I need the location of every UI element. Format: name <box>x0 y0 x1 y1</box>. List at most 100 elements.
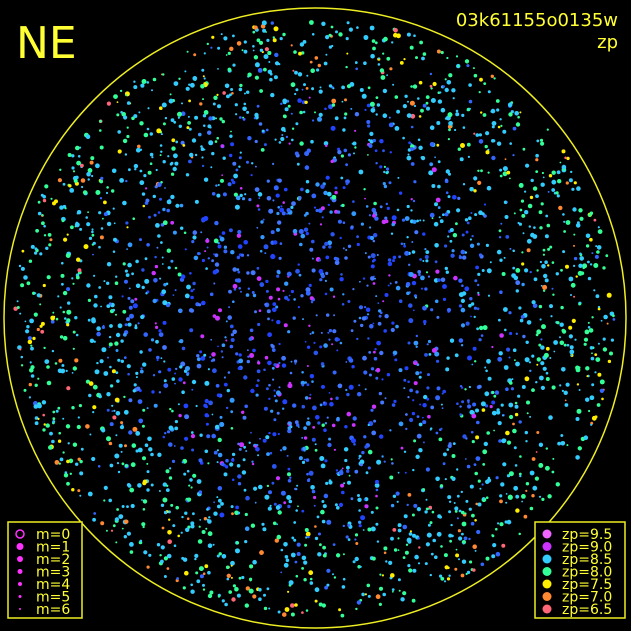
star <box>543 273 548 279</box>
star <box>402 556 406 559</box>
star <box>351 438 356 444</box>
star <box>334 503 338 507</box>
star <box>142 204 146 208</box>
star <box>300 294 304 298</box>
star <box>87 211 89 214</box>
star <box>266 309 271 314</box>
star <box>28 259 33 263</box>
star <box>301 460 306 464</box>
star <box>119 178 124 183</box>
star <box>238 358 244 364</box>
star <box>472 544 478 549</box>
star <box>258 484 263 490</box>
star <box>239 187 243 190</box>
star <box>573 233 576 236</box>
star <box>529 415 532 418</box>
star <box>258 587 262 592</box>
star <box>157 211 161 214</box>
star <box>279 242 283 245</box>
zp-marker <box>542 579 552 589</box>
star <box>422 420 427 425</box>
star <box>406 291 410 296</box>
star <box>407 100 409 103</box>
star <box>203 403 208 408</box>
star <box>75 333 79 337</box>
star <box>424 287 428 291</box>
star <box>454 567 458 571</box>
star <box>401 218 406 222</box>
star <box>138 418 143 424</box>
star <box>504 215 509 219</box>
star <box>372 322 375 325</box>
star <box>386 373 391 377</box>
star <box>123 115 128 120</box>
star <box>429 125 435 130</box>
star <box>217 486 222 491</box>
star <box>297 306 300 309</box>
star <box>514 359 516 362</box>
star <box>403 244 406 248</box>
star <box>447 443 452 449</box>
star <box>408 532 413 536</box>
star <box>89 338 95 343</box>
star <box>292 403 297 408</box>
star <box>393 32 398 38</box>
star <box>460 323 466 328</box>
star <box>96 331 101 337</box>
star <box>522 147 526 151</box>
star <box>385 167 390 171</box>
star <box>398 368 403 373</box>
star <box>243 240 248 245</box>
star <box>172 294 175 296</box>
star <box>66 323 70 327</box>
star <box>363 435 367 439</box>
star <box>551 287 554 290</box>
star <box>142 456 146 461</box>
star <box>342 128 346 132</box>
star <box>144 278 150 284</box>
star <box>168 425 174 431</box>
star <box>276 523 278 526</box>
star <box>425 250 430 255</box>
star <box>486 478 492 483</box>
star <box>569 345 574 350</box>
star <box>367 337 370 340</box>
star <box>379 434 384 439</box>
star <box>40 329 45 334</box>
star <box>491 125 495 129</box>
star <box>451 476 456 481</box>
star <box>126 134 130 139</box>
star <box>164 432 167 435</box>
star <box>350 225 354 229</box>
star <box>594 353 598 356</box>
star <box>156 355 160 360</box>
star <box>368 138 371 142</box>
star <box>266 452 270 456</box>
star <box>438 216 441 219</box>
star <box>317 421 321 425</box>
star <box>301 436 304 439</box>
star <box>58 431 61 435</box>
star <box>475 133 480 137</box>
star <box>207 368 210 371</box>
star <box>140 314 145 320</box>
star <box>343 116 347 120</box>
star <box>331 423 336 428</box>
star <box>309 247 314 252</box>
star <box>502 129 507 134</box>
star <box>260 148 265 152</box>
star <box>232 161 237 166</box>
star <box>545 465 550 471</box>
star <box>217 46 221 50</box>
star <box>253 25 258 30</box>
star <box>118 514 124 519</box>
star <box>217 68 219 70</box>
star <box>489 405 493 409</box>
star <box>499 494 503 498</box>
star <box>40 321 45 326</box>
star <box>509 247 512 250</box>
star <box>271 366 275 370</box>
star <box>120 421 124 425</box>
star <box>407 396 410 399</box>
star <box>367 594 371 598</box>
